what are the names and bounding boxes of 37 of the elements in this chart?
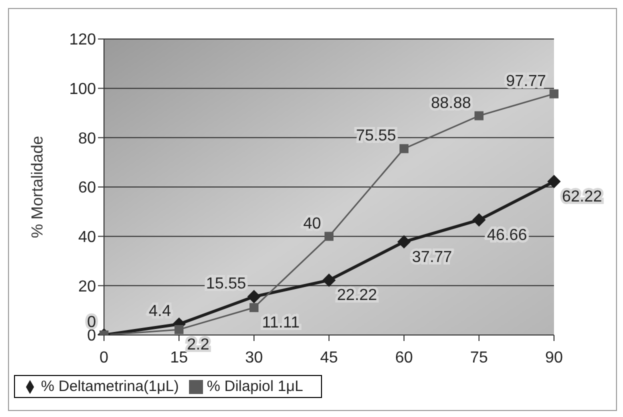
data-label: 22.22	[337, 287, 378, 304]
point	[400, 144, 408, 154]
legend-label: % Deltametrina(1μL)	[41, 378, 179, 395]
y-tick-label: 60	[78, 180, 96, 197]
point	[398, 235, 410, 248]
point	[548, 175, 560, 188]
point	[472, 213, 486, 226]
data-label: 37.77	[412, 248, 452, 266]
x-tick-label: 15	[170, 349, 188, 366]
y-tick-label: 120	[69, 32, 96, 49]
data-label: 4.4	[148, 303, 172, 320]
point	[474, 111, 484, 120]
point	[550, 89, 558, 98]
legend-label: % Dilapiol 1μL	[206, 378, 304, 395]
point	[174, 325, 184, 334]
x-tick-label: 75	[470, 349, 488, 366]
y-tick-label: 20	[78, 278, 96, 296]
x-tick-label: 30	[245, 349, 263, 366]
data-label: 97.77	[506, 72, 546, 90]
x-tick-label: 0	[100, 349, 109, 366]
point	[250, 303, 258, 312]
data-label: 62.22	[562, 188, 602, 206]
point	[248, 290, 260, 304]
data-label: 2.2	[187, 336, 210, 354]
data-label: 11.11	[262, 314, 300, 332]
data-label: 40	[303, 215, 322, 232]
x-tick-label: 90	[545, 349, 563, 366]
point	[324, 232, 334, 241]
point	[322, 274, 336, 287]
y-tick-label: 100	[69, 81, 96, 98]
y-tick-label: 40	[78, 229, 96, 246]
data-label: 88.88	[430, 94, 472, 112]
x-tick-label: 45	[320, 349, 338, 366]
y-tick-label: 80	[78, 130, 96, 148]
x-tick-label: 60	[395, 349, 413, 366]
y-tick-label: 0	[87, 328, 96, 345]
y-axis-title: % Mortalidade	[30, 136, 47, 238]
